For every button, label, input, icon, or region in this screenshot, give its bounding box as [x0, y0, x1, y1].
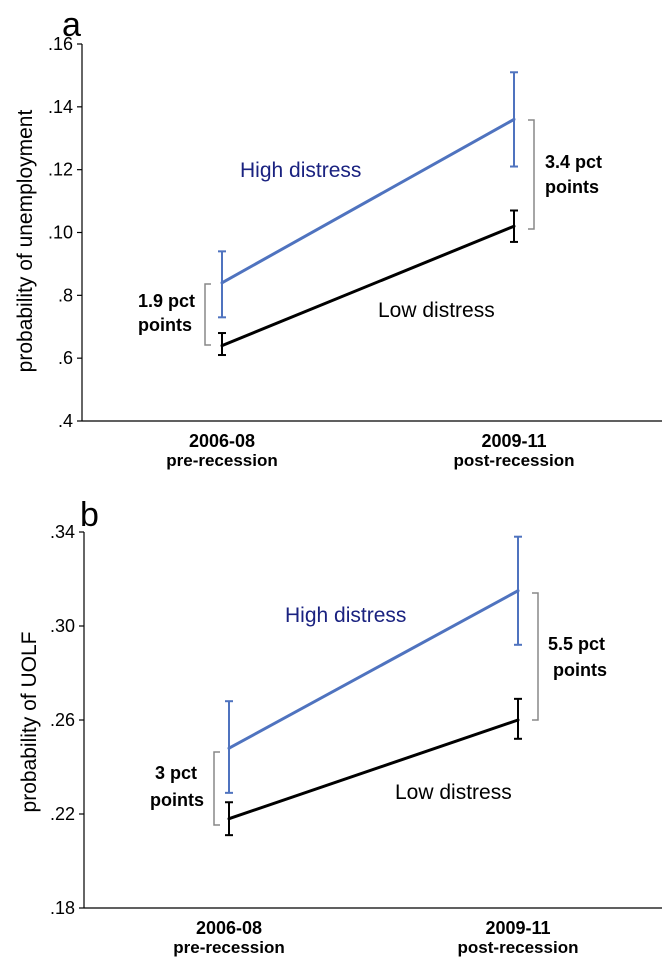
- y-ticks-b: .18 .22 .26 .30 .34: [50, 522, 84, 918]
- bracket-right-b: [532, 592, 539, 721]
- series-marks-a: [218, 71, 518, 357]
- y-tick-label: .12: [48, 160, 73, 180]
- annotation-left-line1-b: 3 pct: [155, 763, 197, 783]
- series-marks-b: [225, 535, 522, 837]
- annotation-1-9-pct-a: 1.9 pct points: [138, 283, 211, 346]
- bracket-left-b: [213, 751, 220, 826]
- annotation-left-line1-a: 1.9 pct: [138, 291, 195, 311]
- panel-letter-b: b: [80, 496, 99, 534]
- x-category-label: 2006-08: [189, 431, 255, 451]
- x-category-sublabel: post-recession: [458, 938, 579, 957]
- high-distress-point: [220, 281, 224, 285]
- panel-a: a probability of unemployment .4 .6 .8 .10.…: [14, 6, 662, 470]
- series-label-high-distress-b: High distress: [285, 604, 406, 627]
- y-tick-label: .4: [58, 411, 73, 431]
- panel-b: b probability of UOLF .18 .22 .26 .30 .34 20…: [18, 496, 662, 957]
- annotation-left-line2-b: points: [150, 790, 204, 810]
- low-distress-point: [512, 224, 516, 228]
- x-category-sublabel: pre-recession: [173, 938, 285, 957]
- annotation-right-line2-b: points: [553, 660, 607, 680]
- high-distress-point: [512, 117, 516, 121]
- y-ticks-a: .4 .6 .8 .10 .12 .14 .16: [48, 34, 82, 431]
- y-tick-label: .8: [58, 285, 73, 305]
- y-tick-label: .16: [48, 34, 73, 54]
- high-distress-line: [228, 589, 519, 750]
- y-axis-title-b: probability of UOLF: [18, 632, 41, 813]
- y-tick-label: .22: [50, 804, 75, 824]
- y-tick-label: .34: [50, 522, 75, 542]
- annotation-right-line1-a: 3.4 pct: [545, 152, 602, 172]
- high-distress-point: [227, 746, 231, 750]
- annotation-left-line2-a: points: [138, 315, 192, 335]
- annotation-right-line1-b: 5.5 pct: [548, 634, 605, 654]
- high-distress-point: [516, 589, 520, 593]
- annotation-right-line2-a: points: [545, 177, 599, 197]
- bracket-right-a: [528, 119, 535, 230]
- series-label-low-distress-b: Low distress: [395, 781, 512, 804]
- low-distress-point: [516, 718, 520, 722]
- x-category-sublabel: pre-recession: [166, 451, 278, 470]
- y-tick-label: .10: [48, 223, 73, 243]
- low-distress-line: [221, 224, 515, 347]
- x-category-label: 2009-11: [481, 431, 546, 451]
- y-axis-title-a: probability of unemployment: [14, 110, 37, 373]
- series-label-high-distress-a: High distress: [240, 159, 361, 182]
- low-distress-point: [227, 817, 231, 821]
- series-label-low-distress-a: Low distress: [378, 299, 495, 322]
- low-distress-point: [220, 344, 224, 348]
- y-tick-label: .18: [50, 898, 75, 918]
- annotation-5-5-pct-b: 5.5 pct points: [532, 592, 607, 721]
- bracket-left-a: [204, 283, 211, 346]
- y-tick-label: .14: [48, 97, 73, 117]
- y-tick-label: .26: [50, 710, 75, 730]
- panel-letter-a: a: [62, 6, 81, 44]
- x-category-label: 2006-08: [196, 918, 262, 938]
- annotation-3-4-pct-a: 3.4 pct points: [528, 119, 602, 230]
- low-distress-line: [228, 718, 519, 821]
- y-tick-label: .30: [50, 616, 75, 636]
- high-distress-line: [221, 118, 515, 285]
- x-category-sublabel: post-recession: [454, 451, 575, 470]
- x-category-label: 2009-11: [485, 918, 550, 938]
- y-tick-label: .6: [58, 348, 73, 368]
- annotation-3-pct-b: 3 pct points: [150, 751, 220, 826]
